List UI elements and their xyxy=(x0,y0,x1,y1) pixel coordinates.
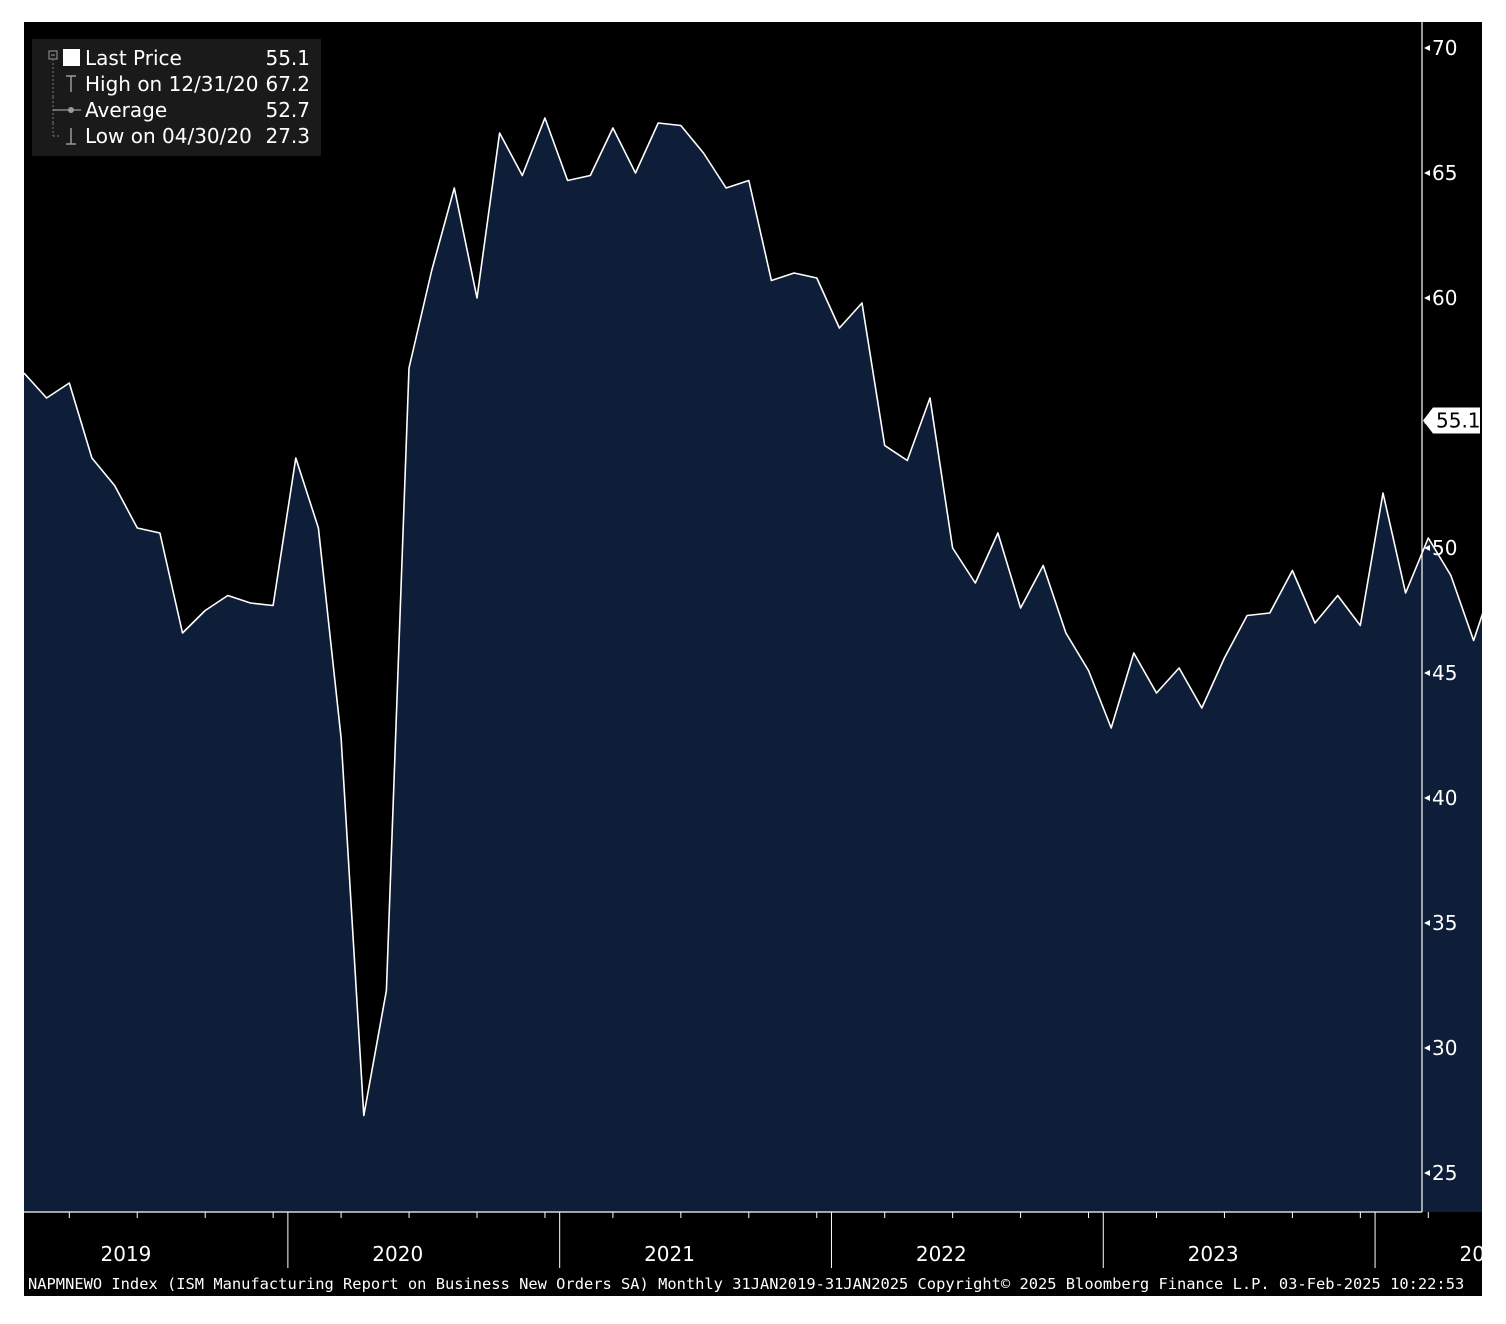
legend-label: High on 12/31/20 xyxy=(85,72,259,96)
x-tick-label: 2024 xyxy=(1459,1242,1482,1266)
legend-value: 67.2 xyxy=(265,72,310,96)
high-marker-icon xyxy=(36,71,84,97)
y-tick-label: 40 xyxy=(1432,786,1457,810)
white-square-icon xyxy=(63,49,80,66)
legend-label: Average xyxy=(85,98,168,122)
y-tick-mark xyxy=(1424,45,1430,51)
legend-item-low: Low on 04/30/20 27.3 xyxy=(32,123,321,149)
x-tick-label: 2019 xyxy=(100,1242,151,1266)
collapse-toggle-icon[interactable] xyxy=(36,45,84,71)
y-tick-mark xyxy=(1424,170,1430,176)
legend-item-high: High on 12/31/20 67.2 xyxy=(32,71,321,97)
y-tick-mark xyxy=(1424,1045,1430,1051)
average-marker-icon xyxy=(36,97,84,123)
y-tick-mark xyxy=(1424,1170,1430,1176)
y-tick-label: 30 xyxy=(1432,1036,1457,1060)
y-tick-mark xyxy=(1424,295,1430,301)
y-tick-label: 70 xyxy=(1432,36,1457,60)
legend-item-last-price: Last Price 55.1 xyxy=(32,45,321,71)
legend-value: 55.1 xyxy=(265,46,310,70)
y-tick-mark xyxy=(1424,670,1430,676)
legend-label: Low on 04/30/20 xyxy=(85,124,252,148)
y-tick-label: 45 xyxy=(1432,661,1457,685)
last-price-label: 55.1 xyxy=(1436,409,1481,433)
y-tick-mark xyxy=(1424,795,1430,801)
series-area xyxy=(24,118,1482,1212)
x-tick-label: 2021 xyxy=(644,1242,695,1266)
legend-item-average: Average 52.7 xyxy=(32,97,321,123)
y-tick-label: 25 xyxy=(1432,1161,1457,1185)
y-tick-mark xyxy=(1424,545,1430,551)
legend-value: 52.7 xyxy=(265,98,310,122)
legend: Last Price 55.1 High on 12/31/20 67.2 Av… xyxy=(32,39,321,156)
chart-svg: 2530354045505560657055.1 201920202021202… xyxy=(24,22,1482,1268)
chart-panel: 2530354045505560657055.1 201920202021202… xyxy=(24,22,1482,1296)
x-tick-label: 2020 xyxy=(372,1242,423,1266)
x-tick-label: 2023 xyxy=(1188,1242,1239,1266)
y-tick-label: 65 xyxy=(1432,161,1457,185)
y-tick-label: 60 xyxy=(1432,286,1457,310)
legend-value: 27.3 xyxy=(265,124,310,148)
y-tick-mark xyxy=(1424,920,1430,926)
last-price-marker xyxy=(1423,407,1480,434)
low-marker-icon xyxy=(36,123,84,149)
x-tick-label: 2022 xyxy=(916,1242,967,1266)
legend-label: Last Price xyxy=(85,46,182,70)
chart-footer: NAPMNEWO Index (ISM Manufacturing Report… xyxy=(28,1275,1465,1293)
y-tick-label: 50 xyxy=(1432,536,1457,560)
y-tick-label: 35 xyxy=(1432,911,1457,935)
